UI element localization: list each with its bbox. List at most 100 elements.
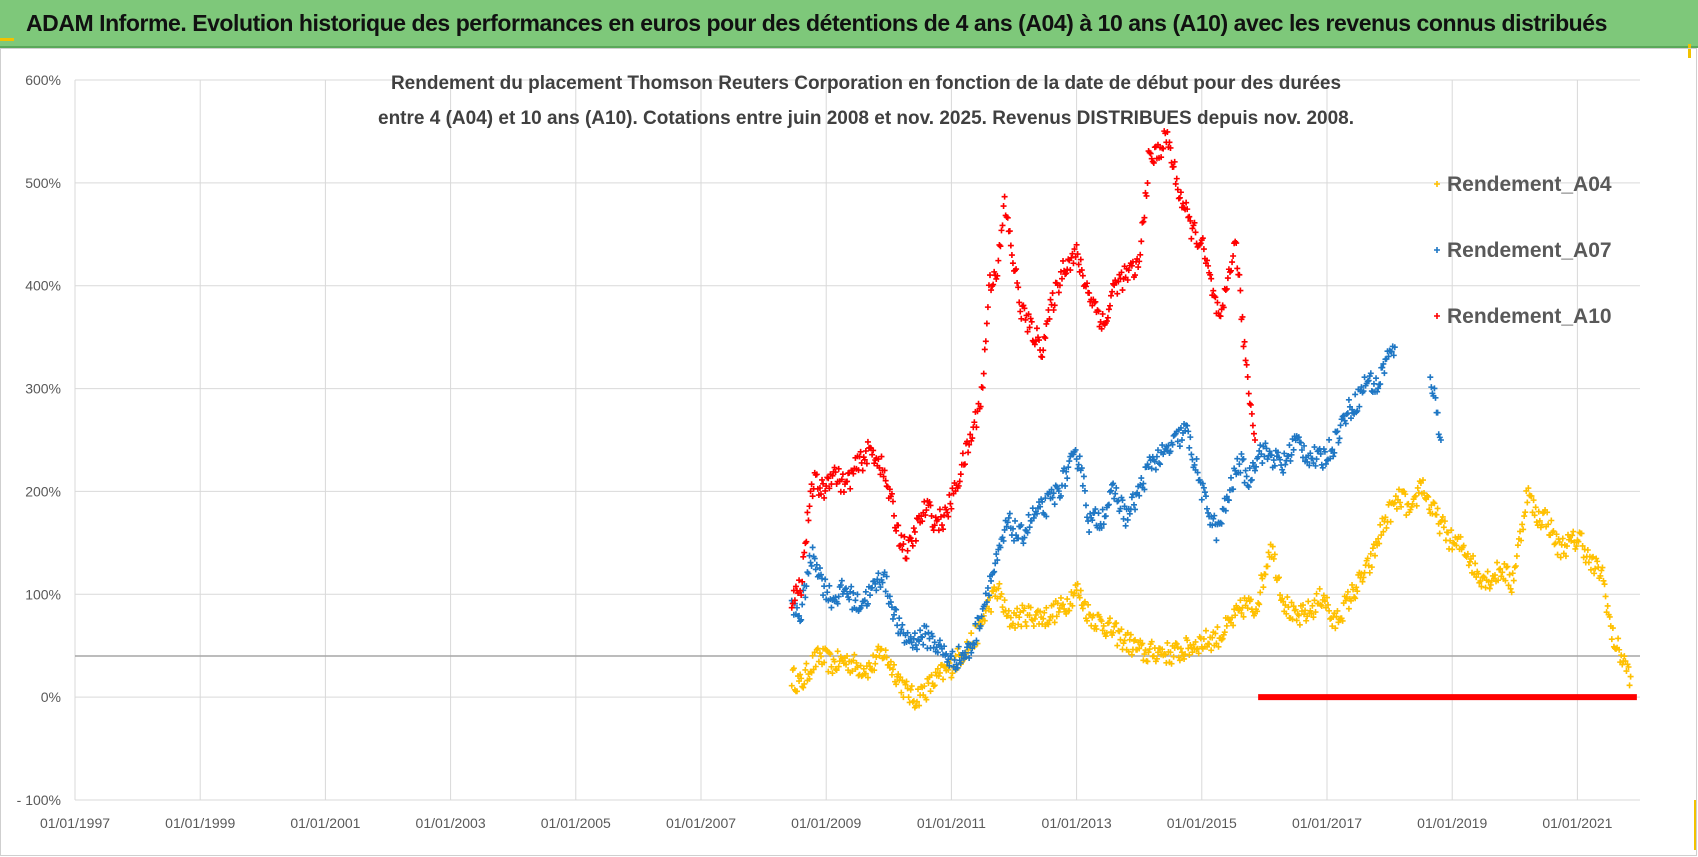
data-point [1210, 515, 1217, 522]
data-point [1333, 429, 1340, 436]
data-point [1187, 217, 1194, 224]
data-point [1071, 246, 1078, 253]
data-point [1264, 456, 1271, 463]
data-point [882, 588, 889, 595]
data-point [1240, 343, 1247, 350]
series-rendement-a04 [788, 477, 1634, 711]
data-point [1441, 518, 1448, 525]
data-point [1236, 606, 1243, 613]
data-point [817, 571, 824, 578]
data-point [923, 623, 930, 630]
data-point [1413, 502, 1420, 509]
data-point [1290, 603, 1297, 610]
data-point [1230, 622, 1237, 629]
data-point [1148, 465, 1155, 472]
data-point [990, 281, 997, 288]
data-point [1333, 613, 1340, 620]
data-point [1200, 635, 1207, 642]
data-point [1259, 460, 1266, 467]
data-point [1055, 488, 1062, 495]
data-point [1055, 289, 1062, 296]
data-point [1120, 515, 1127, 522]
data-point [1039, 498, 1046, 505]
data-point [852, 597, 859, 604]
data-point [1224, 275, 1231, 282]
data-point [973, 637, 980, 644]
data-point [1252, 437, 1259, 443]
data-point [1186, 651, 1193, 658]
data-point [1039, 354, 1046, 361]
data-point [1342, 597, 1349, 604]
data-point [1166, 139, 1173, 146]
x-tick-label: 01/01/2011 [917, 815, 986, 831]
data-point [893, 527, 900, 534]
data-point [931, 639, 938, 646]
data-point [1073, 456, 1080, 463]
data-point [1377, 521, 1384, 528]
data-point [903, 678, 910, 685]
data-point [1287, 457, 1294, 464]
data-point [1385, 353, 1392, 360]
data-point [1103, 318, 1110, 325]
data-point [1433, 511, 1440, 518]
data-point [832, 469, 839, 476]
data-point [1099, 627, 1106, 634]
data-point [1598, 567, 1605, 574]
data-point [788, 604, 795, 611]
data-point [1102, 633, 1109, 640]
data-point [1239, 456, 1246, 463]
data-point [1127, 631, 1134, 638]
data-point [1051, 501, 1058, 508]
data-point [853, 659, 860, 666]
data-point [886, 664, 893, 671]
data-point [825, 668, 832, 675]
data-point [1370, 380, 1377, 387]
data-point [1187, 434, 1194, 441]
data-point [891, 512, 898, 519]
data-point [985, 592, 992, 599]
data-point [1622, 658, 1629, 665]
data-point [851, 651, 858, 658]
data-point [1239, 604, 1246, 611]
chart-subtitle: entre 4 (A04) et 10 ans (A10). Cotations… [378, 108, 1354, 129]
data-point [1026, 324, 1033, 331]
data-point [1007, 242, 1014, 249]
data-point [839, 471, 846, 478]
data-point [1369, 545, 1376, 552]
data-point [827, 651, 834, 658]
data-point [1253, 463, 1260, 470]
data-point [1276, 574, 1283, 581]
data-point [854, 664, 861, 671]
data-point [844, 590, 851, 597]
data-point [1467, 555, 1474, 562]
data-point [1071, 590, 1078, 597]
data-point [929, 633, 936, 640]
data-point [1519, 521, 1526, 528]
data-point [1106, 488, 1113, 495]
data-point [883, 573, 890, 580]
data-point [1249, 422, 1256, 429]
data-point [1023, 623, 1030, 630]
data-point [971, 419, 978, 426]
data-point [1189, 225, 1196, 232]
data-point [1142, 189, 1149, 196]
data-point [1046, 617, 1053, 624]
data-point [972, 620, 979, 627]
data-point [1118, 626, 1125, 633]
data-point [996, 241, 1003, 248]
data-point [1504, 563, 1511, 570]
data-point [1016, 299, 1023, 306]
data-point [1014, 605, 1021, 612]
data-point [1183, 199, 1190, 206]
data-point [1513, 553, 1520, 560]
data-point [1045, 621, 1052, 628]
data-point [1551, 541, 1558, 548]
data-point [988, 608, 995, 615]
data-point [1331, 610, 1338, 617]
data-point [1306, 462, 1313, 469]
data-point [1016, 614, 1023, 621]
x-tick-labels: 01/01/1997 01/01/1999 01/01/2001 01/01/2003… [40, 815, 1613, 831]
data-point [1300, 602, 1306, 609]
data-point [1208, 647, 1215, 654]
